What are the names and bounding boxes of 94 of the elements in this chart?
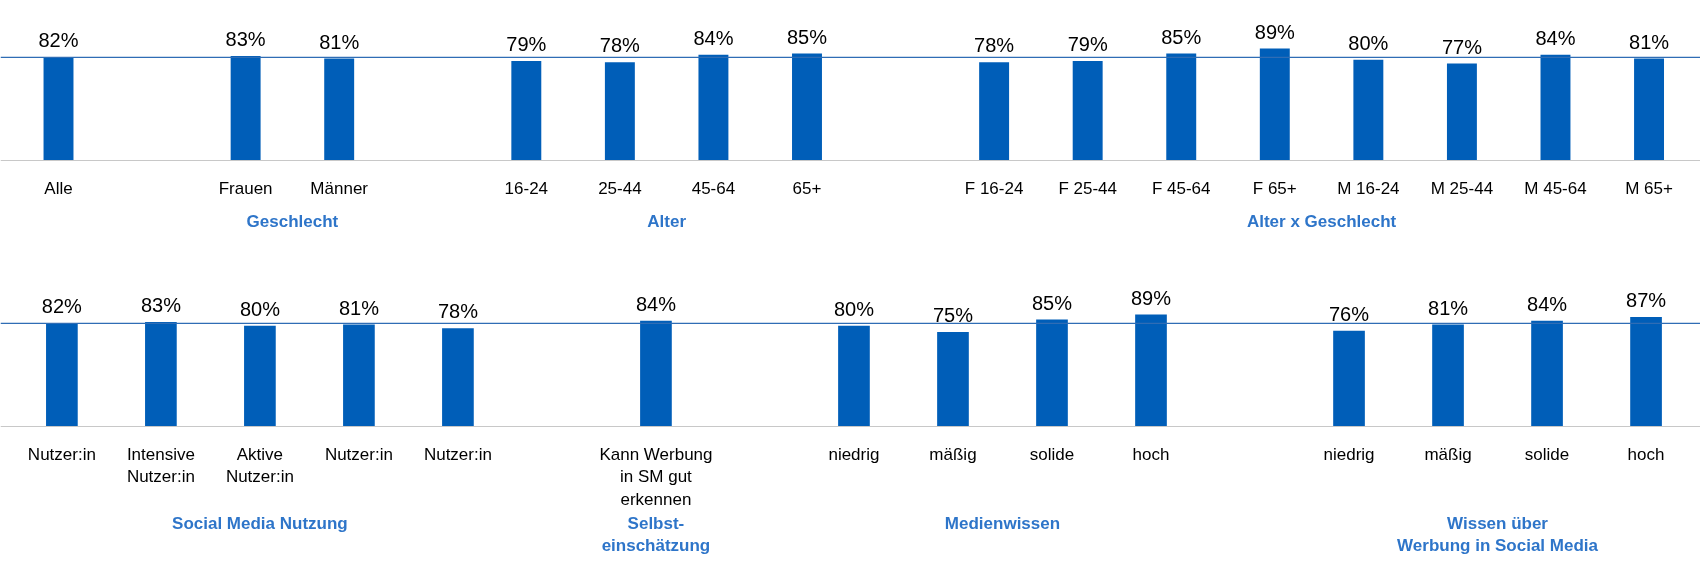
text: Medienwissen — [944, 513, 1061, 533]
data-label: 78% — [599, 34, 641, 57]
x-tick-label: niedrig — [1323, 444, 1375, 464]
x-tick-label: hoch — [1627, 444, 1665, 464]
x-tick-label: M 45-64 — [1524, 178, 1587, 198]
x-tick-label: F 25-44 — [1058, 178, 1117, 198]
x-tick-label: M 65+ — [1625, 178, 1673, 198]
bar — [343, 324, 375, 427]
bar — [698, 54, 729, 161]
bar — [1353, 59, 1384, 161]
x-tick-label: Nutzer:in — [324, 444, 393, 464]
x-tick-label: 16-24 — [504, 178, 549, 198]
bar — [1634, 58, 1665, 161]
data-label: 77% — [1441, 35, 1483, 58]
x-tick-label: F 16-24 — [964, 178, 1024, 198]
x-tick-label: 65+ — [792, 178, 822, 198]
x-tick-label: Frauen — [218, 178, 273, 198]
data-label: 79% — [1067, 33, 1108, 56]
data-label: 82% — [38, 29, 79, 52]
bar — [838, 325, 870, 427]
text: Selbst- einschätzung — [601, 513, 711, 556]
data-label: 84% — [1535, 26, 1576, 49]
x-tick-label: M 25-44 — [1430, 178, 1494, 198]
data-label: 80% — [1348, 31, 1389, 54]
bar — [792, 53, 822, 161]
text: Alter x Geschlecht — [1246, 211, 1397, 231]
x-tick-label: mäßig — [1424, 444, 1472, 464]
bar — [324, 58, 355, 161]
bar — [1333, 330, 1365, 427]
bar — [1432, 324, 1464, 427]
x-tick-label: niedrig — [828, 444, 880, 464]
bar — [937, 332, 969, 427]
data-label: 84% — [693, 26, 734, 49]
bar — [979, 62, 1010, 161]
x-tick-label: F 65+ — [1252, 178, 1297, 198]
data-label: 81% — [338, 296, 380, 319]
bar — [1531, 320, 1563, 427]
text: Wissen über Werbung in Social Media — [1397, 513, 1599, 556]
x-tick-label: F 45-64 — [1151, 178, 1211, 198]
data-label: 89% — [1130, 286, 1172, 309]
data-label: 75% — [932, 304, 974, 327]
bar — [1540, 54, 1571, 161]
data-label: 87% — [1626, 289, 1667, 312]
data-label: 78% — [437, 300, 479, 323]
x-tick-label: 25-44 — [598, 178, 642, 198]
x-tick-label: Kann Werbung in SM gut erkennen — [599, 444, 713, 510]
x-tick-label: Nutzer:in — [423, 444, 492, 464]
bar — [1036, 319, 1068, 427]
data-label: 81% — [1629, 30, 1670, 53]
text: Alter — [647, 211, 687, 231]
bar — [1166, 53, 1197, 161]
bar — [1630, 317, 1662, 427]
data-label: 76% — [1329, 302, 1370, 325]
data-label: 89% — [1254, 20, 1296, 43]
bar — [1072, 61, 1103, 161]
data-label: 81% — [1428, 296, 1469, 319]
data-label: 81% — [319, 30, 360, 53]
x-tick-label: M 16-24 — [1337, 178, 1400, 198]
x-tick-label: Männer — [310, 178, 369, 198]
bar — [1446, 63, 1477, 161]
x-tick-label: mäßig — [929, 444, 977, 464]
x-tick-label: hoch — [1132, 444, 1170, 464]
bar — [244, 325, 276, 427]
data-label: 82% — [41, 295, 83, 318]
x-tick-label: solide — [1524, 444, 1570, 464]
data-label: 85% — [1031, 291, 1073, 314]
data-label: 84% — [635, 292, 677, 315]
bar — [604, 62, 635, 161]
bar — [1259, 48, 1290, 161]
data-label: 78% — [974, 34, 1015, 57]
data-label: 80% — [833, 297, 875, 320]
data-label: 79% — [506, 33, 547, 56]
x-tick-label: 45-64 — [691, 178, 736, 198]
bar — [46, 323, 78, 427]
x-tick-label: Intensive Nutzer:in — [126, 444, 195, 487]
bar — [145, 322, 177, 427]
x-tick-label: solide — [1029, 444, 1075, 464]
data-label: 83% — [225, 28, 266, 51]
data-label: 83% — [140, 294, 182, 317]
bar — [442, 328, 474, 427]
text: Social Media Nutzung — [172, 513, 348, 533]
data-label: 85% — [1161, 25, 1202, 48]
x-tick-label: Nutzer:in — [27, 444, 96, 464]
data-label: 80% — [239, 297, 281, 320]
text: Geschlecht — [246, 211, 339, 231]
data-label: 84% — [1527, 292, 1568, 315]
x-tick-label: Aktive Nutzer:in — [225, 444, 294, 487]
bar — [1135, 314, 1167, 427]
bar — [640, 320, 672, 427]
bar — [230, 56, 261, 161]
data-label: 85% — [786, 25, 828, 48]
x-tick-label: Alle — [44, 178, 73, 198]
bar — [43, 57, 74, 161]
bar — [511, 61, 542, 161]
